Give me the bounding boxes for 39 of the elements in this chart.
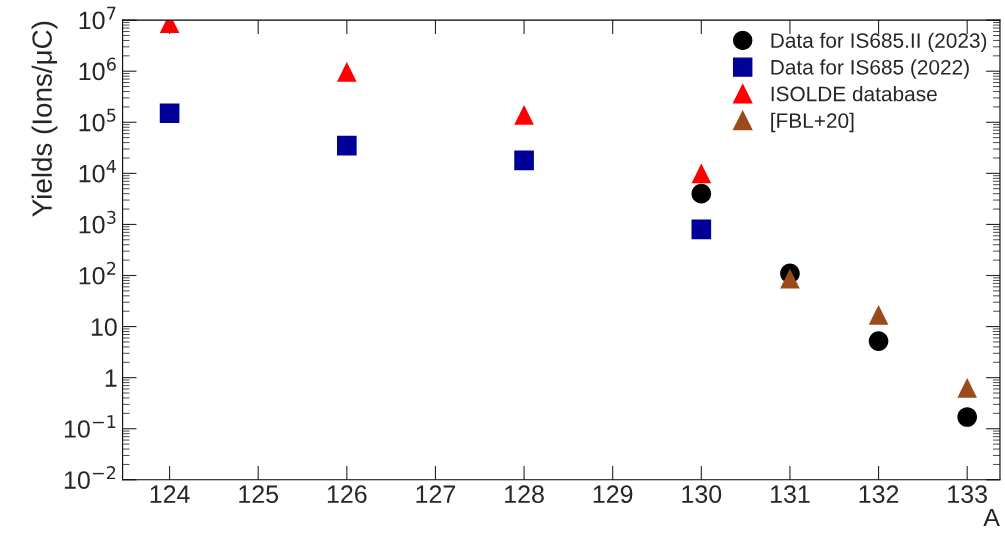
x-tick-label: 133	[948, 485, 987, 504]
x-tick-label: 125	[239, 485, 279, 504]
legend-label: [FBL+20]	[771, 112, 854, 133]
point	[957, 407, 978, 427]
y-tick-label: 10$^{−1}$	[64, 415, 116, 438]
point	[957, 378, 978, 398]
legend-label: Data for IS685 (2022)	[771, 59, 969, 79]
y-tick-label: 10$^{4}$	[79, 159, 116, 183]
y-tick-label: 10$^{2}$	[79, 261, 116, 285]
y-tick-label: 10	[91, 318, 117, 336]
point	[691, 219, 712, 240]
point	[159, 103, 180, 124]
point	[337, 135, 357, 156]
point	[337, 62, 357, 82]
x-tick-label: 124	[150, 485, 190, 503]
point	[780, 268, 800, 289]
y-tick-label: 1	[105, 369, 117, 387]
point	[868, 331, 889, 351]
y-tick-label: 10$^{7}$	[79, 6, 116, 30]
point	[691, 163, 712, 184]
x-tick-label: 128	[505, 485, 544, 504]
x-axis-title: A	[983, 508, 1000, 527]
point	[868, 304, 889, 325]
x-tick-label: 126	[327, 485, 367, 504]
y-axis-title: Yields (Ions/μC)	[31, 21, 58, 217]
legend-label: Data for IS685.II (2023)	[771, 32, 987, 53]
point	[691, 183, 712, 204]
y-tick-label: 10$^{−2}$	[64, 466, 116, 489]
x-tick-label: 130	[682, 485, 722, 504]
point	[514, 150, 534, 171]
x-tick-label: 127	[416, 485, 456, 503]
y-tick-label: 10$^{6}$	[79, 57, 116, 81]
y-tick-label: 10$^{5}$	[79, 108, 116, 132]
x-tick-label: 131	[770, 485, 810, 504]
x-tick-label: 132	[859, 485, 899, 504]
y-tick-label: 10$^{3}$	[79, 210, 116, 234]
legend-label: ISOLDE database	[771, 86, 937, 102]
x-tick-label: 129	[593, 485, 633, 504]
point	[514, 104, 534, 125]
